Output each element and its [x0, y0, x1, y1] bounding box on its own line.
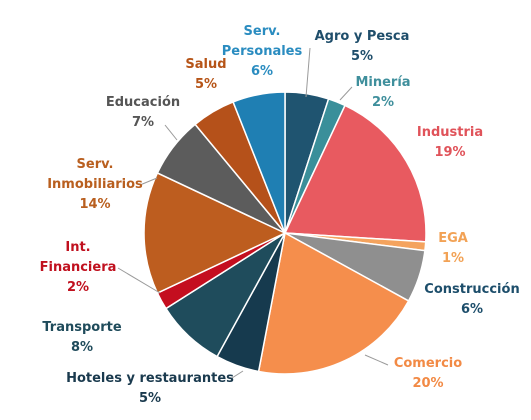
label-industria-percent: 19%	[434, 145, 465, 160]
label-educacion-percent: 7%	[132, 115, 154, 130]
leader-agro-y-pesca	[305, 47, 311, 98]
label-comercio: Comercio 20%	[394, 356, 462, 391]
label-industria-name: Industria	[417, 125, 483, 140]
label-educacion: Educación 7%	[106, 95, 180, 130]
label-serv-personales-name: Personales	[222, 44, 303, 59]
label-agro-y-pesca-percent: 5%	[351, 49, 373, 64]
leader-int-financiera	[117, 267, 161, 294]
label-serv-inmobiliarios-name: Serv.	[77, 157, 114, 172]
label-serv-inmobiliarios-name: Inmobiliarios	[47, 177, 143, 192]
leader-mineria	[339, 86, 353, 101]
label-int-financiera-name: Int.	[65, 240, 90, 255]
label-serv-personales: Serv. Personales 6%	[222, 24, 303, 79]
label-ega-name: EGA	[438, 231, 468, 246]
label-construccion-percent: 6%	[461, 302, 483, 317]
label-agro-y-pesca-name: Agro y Pesca	[315, 29, 410, 44]
leader-serv-inmobiliarios	[139, 177, 158, 186]
label-ega: EGA 1%	[438, 231, 468, 266]
leader-comercio	[364, 354, 389, 366]
label-transporte-percent: 8%	[71, 340, 93, 355]
label-int-financiera-name: Financiera	[40, 260, 117, 275]
label-comercio-percent: 20%	[412, 376, 443, 391]
pie-slices	[143, 91, 427, 375]
label-construccion: Construcción 6%	[424, 282, 519, 317]
leader-lines	[117, 47, 389, 379]
slice-comercio	[257, 231, 410, 375]
leader-educacion	[164, 124, 178, 141]
slice-labels: Agro y Pesca 5% Minería 2% Industria 19% EGA 1%…	[40, 24, 520, 406]
label-salud: Salud 5%	[185, 57, 226, 92]
label-salud-percent: 5%	[195, 77, 217, 92]
label-salud-name: Salud	[185, 57, 226, 72]
label-serv-inmobiliarios: Serv. Inmobiliarios 14%	[47, 157, 143, 212]
label-construccion-name: Construcción	[424, 282, 519, 297]
leader-hoteles-y-restaurantes	[231, 370, 244, 379]
label-int-financiera-percent: 2%	[67, 280, 89, 295]
label-comercio-name: Comercio	[394, 356, 462, 371]
label-agro-y-pesca: Agro y Pesca 5%	[315, 29, 410, 64]
slice-serv-personales	[232, 91, 286, 234]
label-int-financiera: Int. Financiera 2%	[40, 240, 117, 295]
label-hoteles-y-restaurantes-name: Hoteles y restaurantes	[66, 371, 234, 386]
label-hoteles-y-restaurantes-percent: 5%	[139, 391, 161, 406]
label-mineria: Minería 2%	[355, 75, 410, 110]
label-ega-percent: 1%	[442, 251, 464, 266]
label-serv-personales-name: Serv.	[244, 24, 281, 39]
slice-serv-inmobiliarios	[143, 171, 287, 295]
label-industria: Industria 19%	[417, 125, 483, 160]
label-mineria-percent: 2%	[372, 95, 394, 110]
label-transporte: Transporte 8%	[42, 320, 121, 355]
label-serv-inmobiliarios-percent: 14%	[79, 197, 110, 212]
label-serv-personales-percent: 6%	[251, 64, 273, 79]
slice-industria	[283, 104, 427, 243]
label-mineria-name: Minería	[355, 75, 410, 90]
label-hoteles-y-restaurantes: Hoteles y restaurantes 5%	[66, 371, 234, 406]
label-educacion-name: Educación	[106, 95, 180, 110]
label-transporte-name: Transporte	[42, 320, 121, 335]
